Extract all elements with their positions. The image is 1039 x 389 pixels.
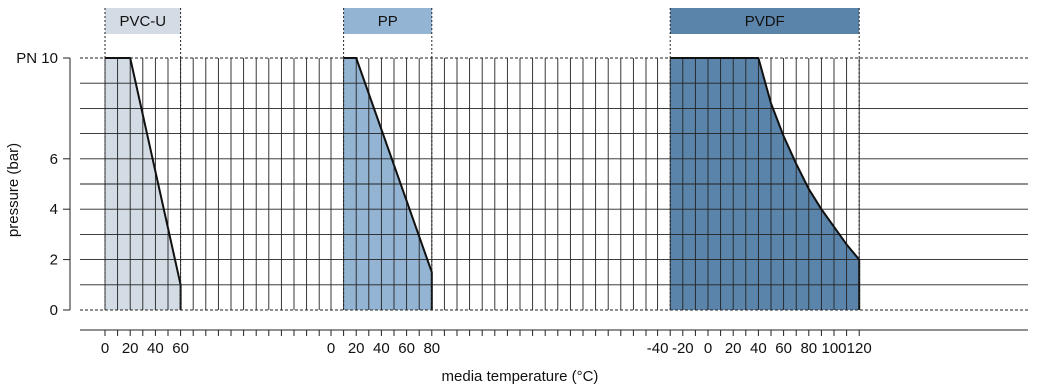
x-tick-label: 40	[373, 340, 390, 357]
x-tick-label: 80	[423, 340, 440, 357]
x-tick-label: 60	[172, 340, 189, 357]
shading-layer	[105, 58, 860, 310]
x-tick-label: -40	[647, 340, 669, 357]
pp-curve	[343, 57, 433, 310]
pvdf-header-box	[670, 8, 860, 34]
pvc-u-header-label: PVC-U	[119, 13, 166, 30]
y-tick-label: 0	[50, 302, 58, 319]
x-tick-label: -20	[672, 340, 694, 357]
x-tick-label: 20	[122, 340, 139, 357]
x-tick-label: 120	[847, 340, 872, 357]
x-tick-label: 40	[147, 340, 164, 357]
y-axis-title: pressure (bar)	[5, 143, 22, 237]
pvc-u-header-box	[105, 8, 181, 34]
x-tick-label: 0	[101, 340, 109, 357]
x-axis-title: media temperature (°C)	[442, 368, 599, 385]
x-tick-label: 80	[800, 340, 817, 357]
grid-layer	[80, 57, 1028, 311]
x-tick-label: 60	[398, 340, 415, 357]
pvdf-curve	[670, 57, 861, 310]
x-tick-label: 40	[750, 340, 767, 357]
axes-layer: 0 20 40 60 0 20 40 60 80 -40 -20 0 20 40 60 80 100 120024…	[16, 50, 1028, 357]
x-tick-label: 100	[821, 340, 846, 357]
pp-header-box	[343, 8, 432, 34]
x-tick-label: 0	[327, 340, 335, 357]
pvdf-header-label: PVDF	[745, 13, 785, 30]
x-tick-label: 0	[704, 340, 712, 357]
x-tick-label: 20	[348, 340, 365, 357]
x-tick-label: 60	[775, 340, 792, 357]
x-tick-label: 20	[725, 340, 742, 357]
pp-header-label: PP	[378, 13, 398, 30]
y-tick-label: 2	[50, 252, 58, 269]
y-tick-label: 4	[50, 201, 58, 218]
headers-layer: PVC-U PP PVDF	[104, 8, 860, 310]
y-tick-label: PN 10	[16, 50, 58, 67]
y-tick-label: 6	[50, 151, 58, 168]
